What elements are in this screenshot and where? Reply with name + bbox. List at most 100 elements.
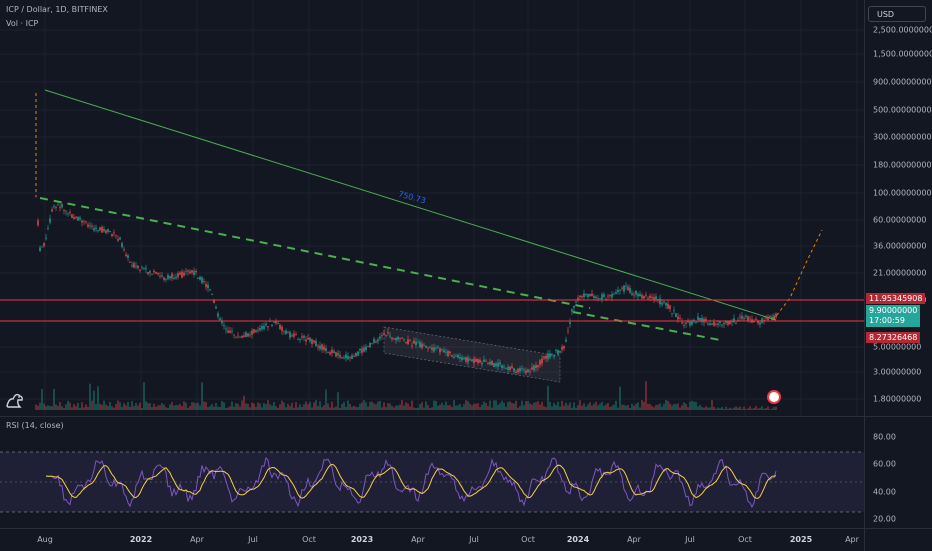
candle-body	[301, 336, 303, 338]
price-chart-svg[interactable]	[0, 0, 864, 416]
dashed-support-trendline[interactable]	[572, 311, 721, 341]
candle-body	[315, 340, 317, 346]
volume-bar	[745, 409, 747, 410]
us-flag-icon[interactable]	[767, 390, 781, 404]
candle-body	[613, 294, 615, 295]
candle-body	[533, 365, 535, 371]
volume-bar	[37, 405, 39, 410]
volume-bar	[393, 407, 395, 410]
volume-bar	[241, 400, 243, 410]
volume-bar	[645, 381, 647, 410]
volume-bar	[701, 406, 703, 410]
candle-body	[603, 294, 605, 297]
long-trendline[interactable]	[44, 89, 777, 321]
volume-bar	[613, 404, 615, 410]
candle-body	[741, 315, 743, 320]
candle-body	[105, 230, 107, 233]
candle-body	[745, 315, 747, 317]
candle-body	[65, 210, 67, 212]
price-axis[interactable]: 2,500.00000000 1,500.00000000 900.00000000…	[864, 0, 932, 416]
price-axis-label: 3.00000000	[873, 367, 922, 377]
candle-body	[325, 348, 327, 352]
volume-legend[interactable]: Vol · ICP	[6, 19, 39, 28]
candle-body	[531, 367, 533, 370]
descending-channel[interactable]	[383, 326, 561, 383]
dashed-resistance-trendline[interactable]	[39, 197, 591, 309]
candle-body	[441, 348, 443, 350]
rsi-ma-line[interactable]	[45, 463, 777, 499]
volume-bar	[349, 403, 351, 410]
candle-body	[421, 343, 423, 349]
volume-bar	[411, 400, 413, 410]
candle-body	[47, 227, 49, 229]
volume-bar	[623, 404, 625, 410]
rsi-pane[interactable]: RSI (14, close)	[0, 416, 864, 529]
volume-bar	[319, 401, 321, 410]
volume-bar	[655, 404, 657, 410]
candle-body	[377, 339, 379, 342]
candle-body	[375, 341, 377, 343]
candle-body	[575, 302, 577, 304]
volume-bar	[87, 407, 89, 410]
candle-body	[283, 330, 285, 332]
candle-body	[171, 273, 173, 279]
candle-body	[673, 309, 675, 311]
candle-body	[293, 333, 295, 337]
volume-bar	[301, 406, 303, 410]
candle-body	[93, 228, 95, 231]
candle-body	[221, 320, 223, 324]
volume-bar	[281, 400, 283, 410]
volume-bar	[737, 407, 739, 410]
volume-bar	[117, 400, 119, 410]
volume-bar	[757, 408, 759, 410]
candle-body	[215, 306, 217, 309]
rsi-axis[interactable]: 80.00 60.00 40.00 20.00	[864, 416, 932, 529]
rsi-chart-svg[interactable]	[0, 417, 864, 529]
volume-bar	[589, 402, 591, 410]
candle-body	[717, 323, 719, 325]
currency-button[interactable]: USD	[868, 6, 926, 22]
time-axis[interactable]: Aug 2022 Apr Jul Oct 2023 Apr Jul Oct 2024 Apr Jul O…	[0, 528, 864, 551]
volume-bar	[239, 406, 241, 410]
candle-body	[629, 287, 631, 293]
volume-bar	[215, 403, 217, 410]
volume-bar	[333, 407, 335, 410]
candle-body	[675, 313, 677, 317]
volume-bar	[539, 404, 541, 410]
candle-body	[739, 316, 741, 318]
volume-bar	[587, 404, 589, 410]
candle-body	[407, 339, 409, 345]
candle-body	[707, 323, 709, 325]
time-axis-label: 2022	[129, 535, 153, 544]
candle-body	[239, 336, 241, 338]
candle-body	[163, 277, 165, 280]
volume-bar	[353, 405, 355, 410]
volume-bar	[311, 407, 313, 410]
volume-bar	[475, 403, 477, 410]
candle-body	[241, 335, 243, 338]
rsi-line[interactable]	[45, 457, 777, 509]
price-pane[interactable]: ICP / Dollar, 1D, BITFINEX Vol · ICP 750…	[0, 0, 864, 416]
candle-body	[185, 270, 187, 272]
tradingview-logo-icon[interactable]	[4, 388, 26, 410]
volume-bar	[235, 403, 237, 410]
volume-bar	[223, 402, 225, 410]
volume-bar	[81, 402, 83, 410]
rsi-legend[interactable]: RSI (14, close)	[6, 421, 64, 430]
volume-bar	[193, 402, 195, 410]
volume-bar	[669, 403, 671, 410]
volume-bar	[537, 401, 539, 410]
candle-body	[117, 239, 119, 241]
volume-bar	[125, 405, 127, 410]
candle-body	[393, 338, 395, 340]
volume-bar	[359, 403, 361, 410]
volume-bar	[131, 401, 133, 410]
volume-bar	[665, 400, 667, 410]
forecast-projection-line[interactable]	[772, 229, 823, 321]
volume-bar	[379, 400, 381, 410]
volume-bar	[673, 403, 675, 410]
volume-bar	[47, 405, 49, 410]
symbol-legend[interactable]: ICP / Dollar, 1D, BITFINEX	[6, 5, 108, 14]
volume-bar	[201, 382, 203, 410]
volume-bar	[765, 408, 767, 410]
